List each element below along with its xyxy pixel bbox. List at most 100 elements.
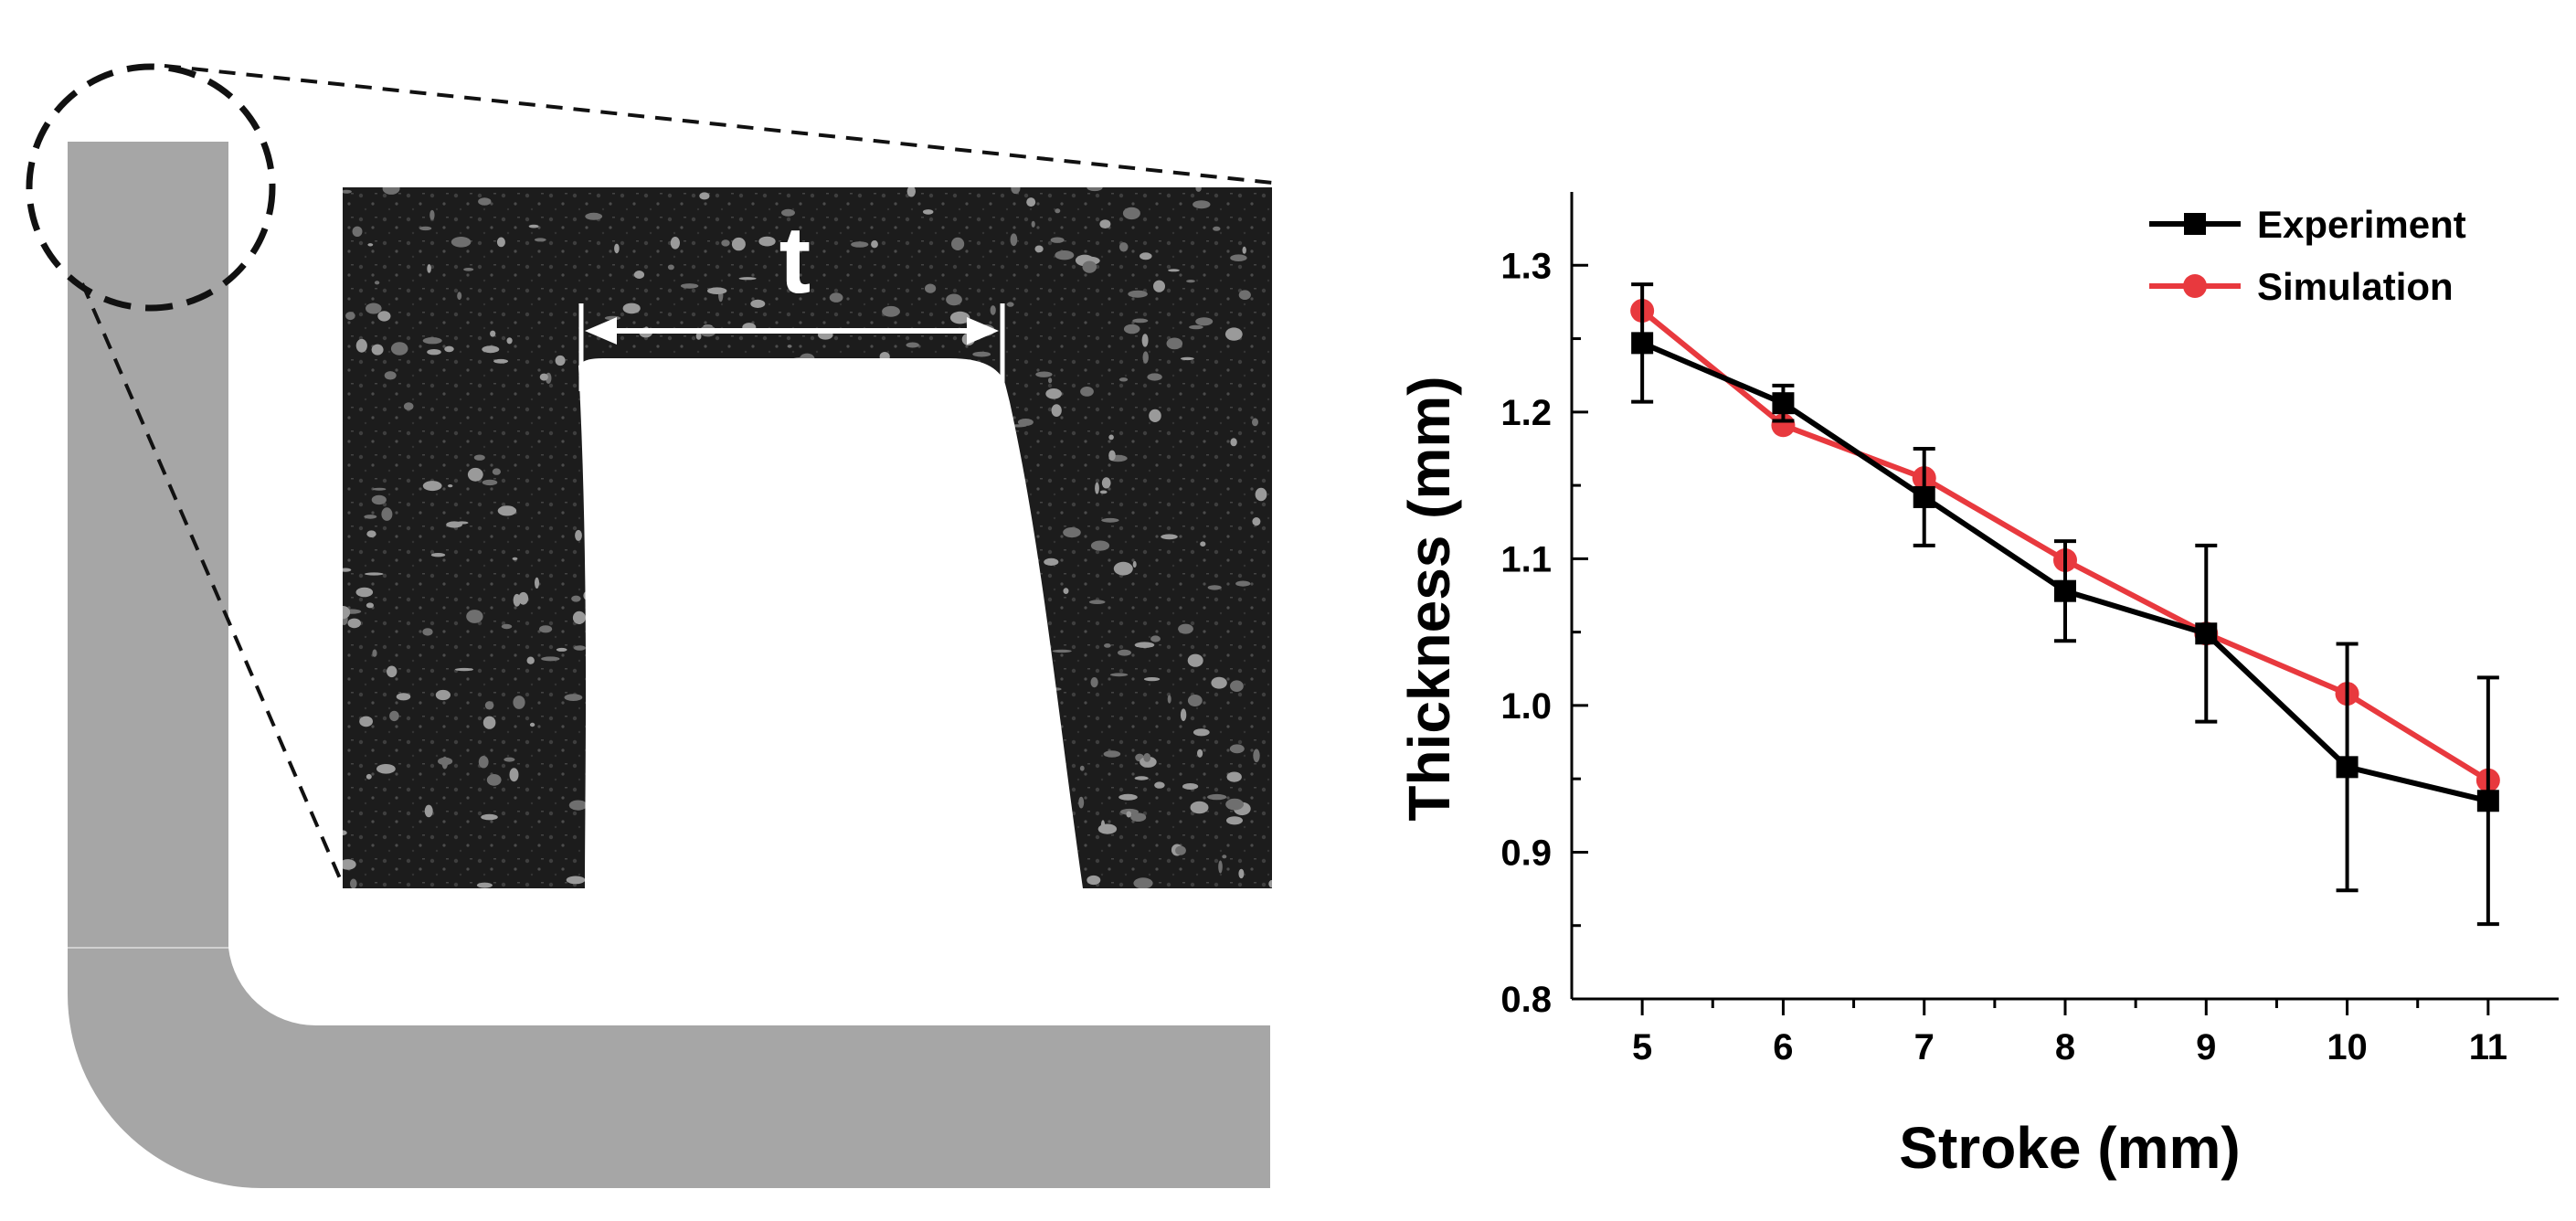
inclusion — [466, 610, 483, 623]
inclusion — [1238, 868, 1245, 879]
inclusion — [451, 237, 472, 248]
inclusion — [680, 283, 699, 289]
inclusion — [1253, 749, 1260, 763]
y-tick-label: 0.8 — [1500, 980, 1552, 1020]
inclusion — [482, 345, 500, 354]
inclusion — [572, 610, 586, 625]
series-layer — [1630, 282, 2500, 927]
inclusion — [1063, 588, 1069, 594]
inclusion — [387, 665, 398, 678]
inclusion — [1108, 434, 1114, 441]
inclusion — [1099, 219, 1111, 229]
inclusion — [1051, 404, 1062, 417]
y-tick-label: 1.0 — [1500, 686, 1552, 727]
inclusion — [366, 530, 376, 537]
inclusion — [478, 197, 492, 206]
inclusion — [1207, 585, 1222, 590]
inclusion — [509, 768, 519, 782]
y-tick-label: 1.1 — [1500, 539, 1552, 579]
inclusion — [1104, 643, 1111, 648]
y-tick-label: 0.9 — [1500, 833, 1552, 873]
inclusion — [382, 187, 400, 195]
inclusion — [1045, 388, 1062, 399]
experiment-point — [2054, 579, 2076, 602]
inclusion — [374, 281, 380, 285]
inclusion — [906, 342, 919, 348]
inclusion — [1095, 482, 1099, 494]
inclusion — [1154, 781, 1165, 789]
inclusion — [343, 568, 352, 572]
inclusion — [1017, 419, 1034, 426]
inclusion — [1101, 517, 1119, 523]
inclusion — [396, 693, 411, 701]
inclusion — [1142, 351, 1149, 364]
inclusion — [1211, 676, 1227, 689]
inclusion — [1118, 649, 1131, 656]
inclusion — [1175, 845, 1186, 855]
axes: 0.8 0.9 1.0 1.1 1.2 1.3 5 6 7 8 9 10 11 — [1500, 192, 2559, 1067]
inclusion — [1079, 765, 1085, 771]
inclusion — [1078, 796, 1085, 809]
inclusion — [355, 587, 374, 598]
inclusion — [430, 553, 446, 557]
inclusion — [1118, 242, 1129, 252]
inclusion — [1268, 879, 1272, 888]
inclusion — [377, 311, 391, 322]
inclusion — [501, 623, 513, 630]
inclusion — [359, 716, 373, 727]
legend-label: Simulation — [2257, 265, 2454, 308]
inclusion — [476, 882, 493, 888]
inclusion — [1181, 356, 1194, 361]
inclusion — [1193, 200, 1211, 209]
inclusion — [1034, 245, 1044, 253]
inclusion — [366, 303, 382, 314]
inclusion — [444, 345, 454, 353]
inclusion — [1128, 290, 1148, 298]
inclusion — [429, 209, 435, 220]
thickness-symbol: t — [779, 207, 811, 313]
inclusion — [1182, 783, 1199, 790]
inclusion — [535, 577, 539, 589]
zoom-lead-line-top — [164, 64, 1273, 185]
inclusion — [343, 859, 356, 870]
inclusion — [695, 332, 702, 340]
inclusion — [455, 667, 473, 672]
inclusion — [1180, 708, 1187, 721]
inclusion — [1133, 877, 1153, 888]
inclusion — [1197, 749, 1203, 758]
inclusion — [851, 241, 869, 248]
inclusion — [419, 226, 432, 231]
inclusion — [614, 243, 620, 254]
inclusion — [946, 293, 962, 306]
inclusion — [622, 303, 641, 314]
inclusion — [972, 351, 991, 357]
x-tick-label: 5 — [1632, 1027, 1652, 1067]
x-axis-ticks: 5 6 7 8 9 10 11 — [1632, 999, 2507, 1067]
inclusion — [438, 757, 453, 766]
experiment-point — [1631, 332, 1654, 355]
inclusion — [347, 618, 362, 629]
inclusion — [1238, 290, 1251, 301]
inclusion — [486, 774, 502, 786]
inclusion — [496, 237, 505, 248]
inclusion — [1118, 377, 1129, 382]
inclusion — [1088, 600, 1106, 604]
inclusion — [506, 337, 513, 345]
inclusion — [446, 521, 462, 528]
experiment-point — [2476, 790, 2499, 812]
inclusion — [791, 261, 799, 267]
inclusion — [497, 505, 517, 516]
inclusion — [1101, 477, 1111, 489]
inclusion — [490, 330, 496, 337]
legend-item-simulation: Simulation — [2149, 265, 2454, 308]
inclusion — [427, 264, 431, 273]
inclusion — [345, 312, 355, 321]
inclusion — [1126, 811, 1132, 818]
inclusion — [463, 268, 474, 271]
inclusion — [343, 606, 351, 620]
inclusion — [1141, 334, 1149, 347]
inclusion — [1187, 695, 1203, 706]
inclusion — [1052, 649, 1072, 653]
inclusion — [1055, 208, 1061, 214]
